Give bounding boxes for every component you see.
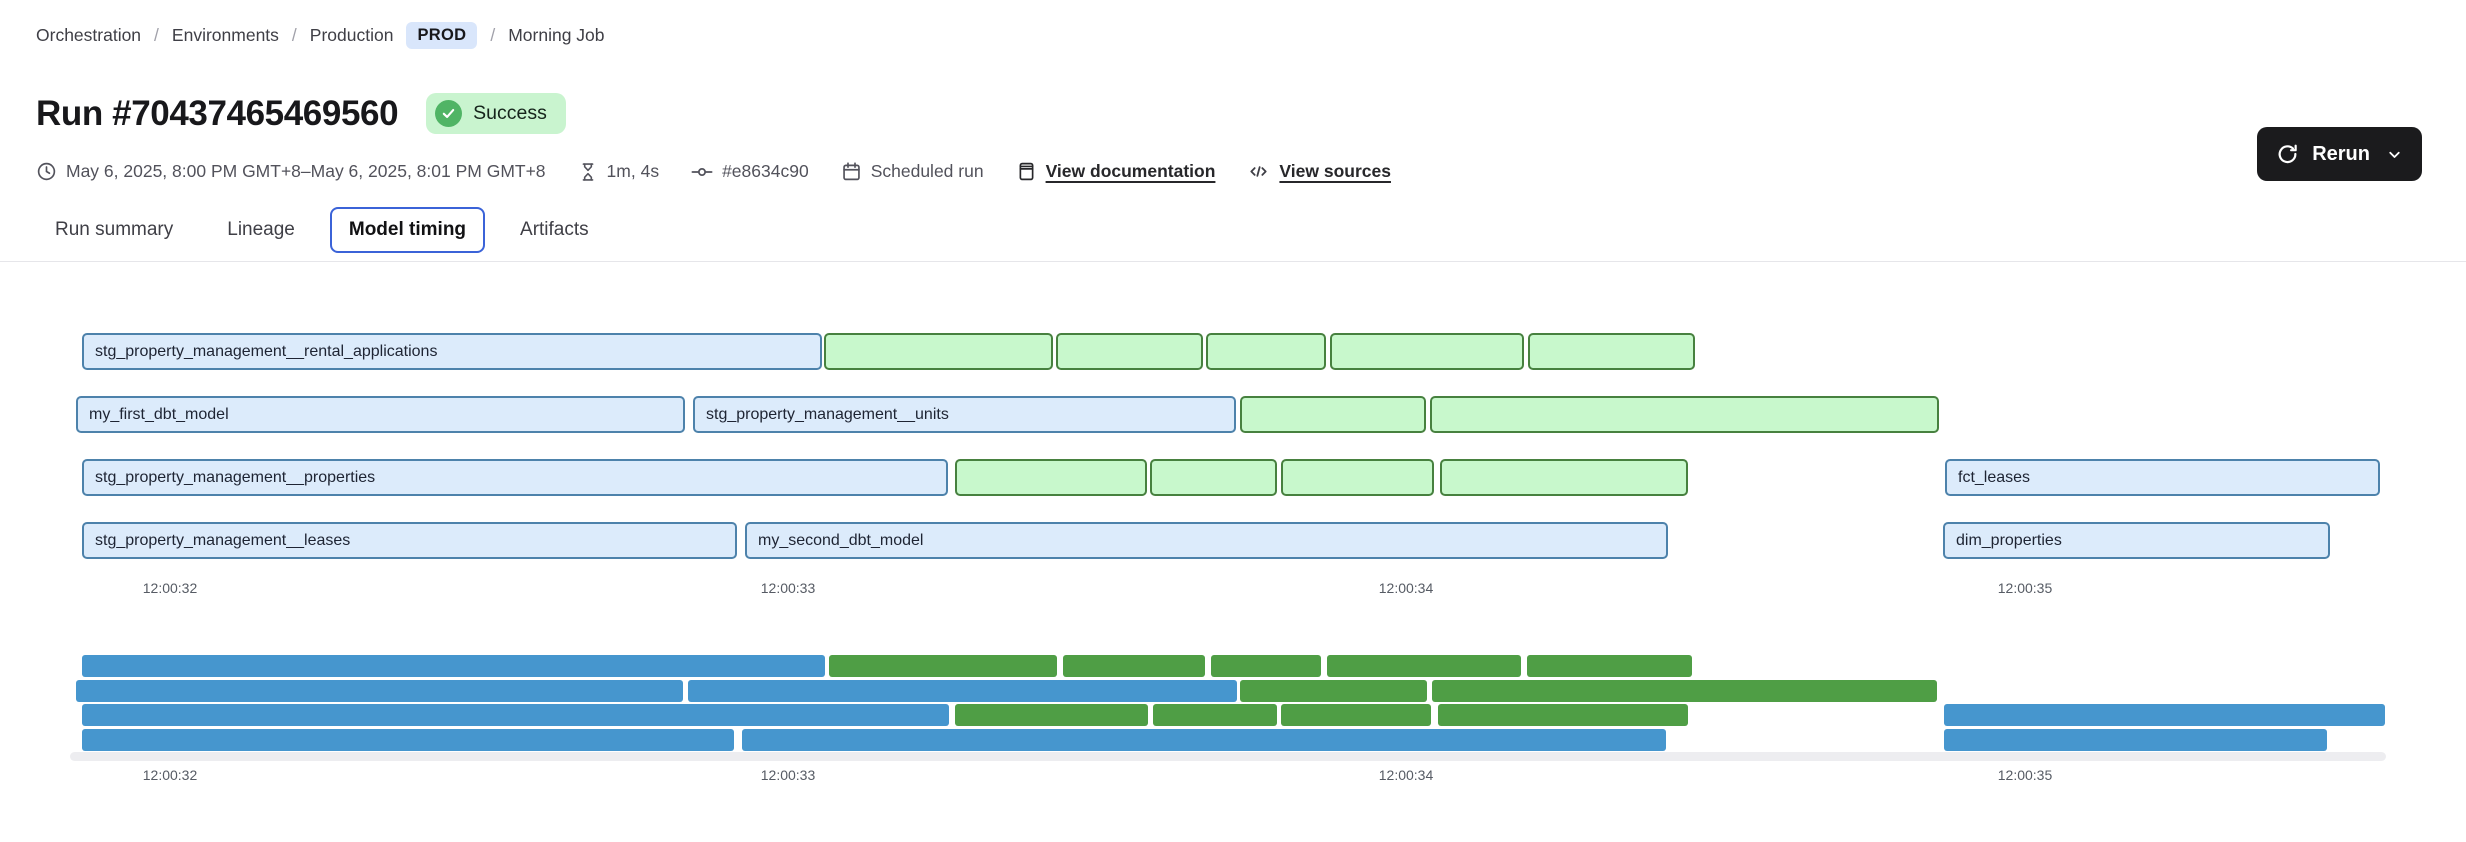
bar-label: my_first_dbt_model — [89, 405, 229, 423]
status-label: Success — [473, 102, 547, 124]
gantt-bar — [742, 728, 1666, 751]
gantt-bar — [1327, 655, 1521, 677]
commit-hash: #e8634c90 — [691, 161, 809, 183]
tab-model-timing[interactable]: Model timing — [329, 207, 486, 253]
hourglass-icon — [582, 162, 593, 181]
gantt-bar[interactable] — [824, 333, 1053, 370]
gantt-bar — [1527, 655, 1692, 677]
axis-tick-label: 12:00:34 — [1378, 580, 1434, 596]
gantt-bar[interactable] — [1281, 459, 1434, 496]
gantt-bar — [1063, 655, 1205, 677]
gantt-bar — [1211, 655, 1321, 677]
gantt-bar-my_first_dbt_model[interactable]: my_first_dbt_model — [76, 396, 685, 433]
code-icon — [1250, 166, 1268, 177]
run-meta-row: May 6, 2025, 8:00 PM GMT+8–May 6, 2025, … — [0, 160, 2466, 183]
bar-label: fct_leases — [1958, 468, 2031, 486]
calendar-icon — [842, 162, 860, 181]
gantt-bar — [955, 704, 1148, 726]
gantt-bar-stg_property_management__units[interactable]: stg_property_management__units — [693, 396, 1236, 433]
gantt-bar — [1432, 679, 1937, 702]
gantt-bar[interactable] — [1330, 333, 1524, 370]
view-sources-link[interactable]: View sources — [1247, 160, 1391, 183]
axis-tick-label: 12:00:32 — [142, 580, 198, 596]
axis-tick-label: 12:00:33 — [760, 767, 816, 783]
breadcrumb-morning-job[interactable]: Morning Job — [508, 25, 605, 45]
breadcrumb-environments[interactable]: Environments — [171, 25, 279, 45]
breadcrumb-orchestration[interactable]: Orchestration — [36, 25, 142, 45]
title-row: Run #70437465469560 Success — [0, 93, 2466, 134]
gantt-bar[interactable] — [955, 459, 1147, 496]
gantt-bar — [82, 704, 949, 726]
gantt-bar-stg_property_management__leases[interactable]: stg_property_management__leases — [82, 522, 737, 559]
run-time-range: May 6, 2025, 8:00 PM GMT+8–May 6, 2025, … — [36, 161, 546, 182]
breadcrumb-separator: / — [291, 25, 297, 45]
gantt-bar[interactable] — [1440, 459, 1688, 496]
gantt-bar — [76, 679, 683, 702]
axis-tick-label: 12:00:35 — [1997, 580, 2053, 596]
gantt-bar-my_second_dbt_model[interactable]: my_second_dbt_model — [745, 522, 1668, 559]
axis-tick-label: 12:00:34 — [1378, 767, 1434, 783]
run-duration: 1m, 4s — [578, 161, 659, 182]
git-commit-icon — [691, 167, 713, 176]
gantt-bar — [829, 655, 1057, 677]
tab-bar: Run summary Lineage Model timing Artifac… — [0, 207, 2466, 253]
gantt-bar — [82, 655, 825, 677]
tab-lineage[interactable]: Lineage — [227, 219, 295, 240]
axis-tick-label: 12:00:33 — [760, 580, 816, 596]
bar-label: my_second_dbt_model — [758, 531, 924, 549]
bar-label: stg_property_management__properties — [95, 468, 376, 486]
bar-label: stg_property_management__rental_applicat… — [95, 342, 438, 360]
rerun-label: Rerun — [2312, 142, 2370, 165]
rerun-button[interactable]: Rerun — [2257, 127, 2422, 181]
view-documentation-link[interactable]: View documentation — [1016, 161, 1215, 182]
breadcrumb: Orchestration / Environments / Productio… — [0, 0, 2466, 49]
chevron-down-icon — [2386, 146, 2403, 163]
gantt-bar[interactable] — [1206, 333, 1326, 370]
gantt-bar[interactable] — [1056, 333, 1203, 370]
breadcrumb-production[interactable]: Production — [309, 25, 394, 45]
gantt-bar[interactable] — [1150, 459, 1277, 496]
gantt-bar — [1944, 728, 2327, 751]
gantt-bar — [1438, 704, 1688, 726]
environment-badge: PROD — [406, 22, 478, 49]
gantt-bar — [1281, 704, 1431, 726]
gantt-bar — [688, 679, 1237, 702]
gantt-bar-stg_property_management__rental_applications[interactable]: stg_property_management__rental_applicat… — [82, 333, 822, 370]
tabs-divider — [0, 261, 2466, 262]
gantt-bar[interactable] — [1240, 396, 1426, 433]
breadcrumb-separator: / — [490, 25, 496, 45]
breadcrumb-separator: / — [154, 25, 159, 45]
axis-tick-label: 12:00:35 — [1997, 767, 2053, 783]
trigger-type: Scheduled run — [841, 161, 984, 182]
gantt-bar-stg_property_management__properties[interactable]: stg_property_management__properties — [82, 459, 948, 496]
gantt-bar-dim_properties[interactable]: dim_properties — [1943, 522, 2330, 559]
gantt-bar — [1153, 704, 1277, 726]
clock-icon — [37, 162, 56, 181]
axis-tick-label: 12:00:32 — [142, 767, 198, 783]
tab-artifacts[interactable]: Artifacts — [520, 219, 589, 240]
gantt-bar-fct_leases[interactable]: fct_leases — [1945, 459, 2380, 496]
refresh-icon — [2276, 143, 2299, 166]
gantt-bar[interactable] — [1528, 333, 1695, 370]
check-icon — [435, 100, 463, 127]
gantt-bar — [82, 728, 734, 751]
bar-label: stg_property_management__units — [706, 405, 949, 423]
gantt-bar — [1240, 679, 1427, 702]
bar-label: dim_properties — [1956, 531, 2062, 549]
document-icon — [1019, 162, 1034, 181]
page-title: Run #70437465469560 — [36, 93, 399, 133]
bar-label: stg_property_management__leases — [95, 531, 351, 549]
gantt-bar[interactable] — [1430, 396, 1939, 433]
status-badge: Success — [426, 93, 566, 134]
minimap-scroll-track[interactable] — [70, 752, 2386, 761]
gantt-bar — [1944, 704, 2385, 726]
tab-run-summary[interactable]: Run summary — [55, 219, 174, 240]
